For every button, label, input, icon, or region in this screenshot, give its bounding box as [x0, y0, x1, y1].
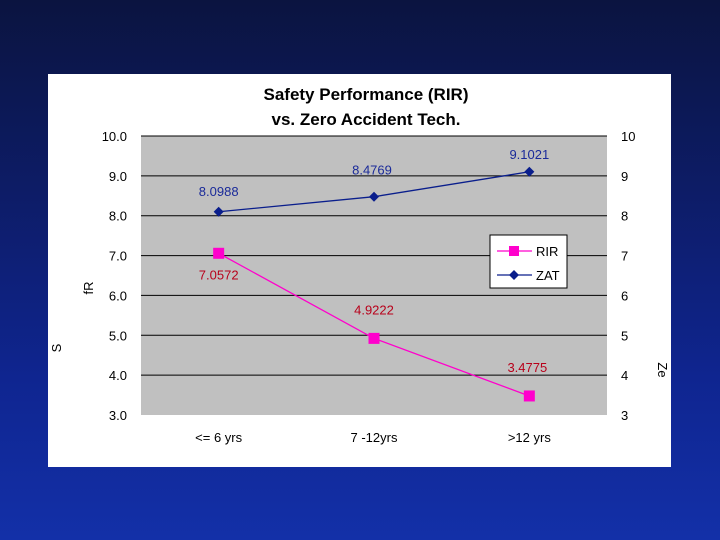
data-point-rir — [368, 332, 380, 344]
y-tick-right: 8 — [621, 209, 628, 224]
y-tick-left: 8.0 — [109, 209, 127, 224]
data-point-zat — [524, 166, 535, 177]
data-label-rir: 7.0572 — [199, 267, 239, 282]
data-label-zat: 8.4769 — [352, 163, 392, 178]
data-label-zat: 8.0988 — [199, 184, 239, 199]
y-tick-right: 7 — [621, 249, 628, 264]
left-axis-label-lower: S — [49, 343, 64, 352]
chart-subtitle: vs. Zero Accident Tech. — [272, 110, 461, 129]
y-tick-left: 4.0 — [109, 368, 127, 383]
legend-rir-label: RIR — [536, 244, 558, 259]
legend-rir-marker — [509, 246, 519, 256]
y-tick-left: 10.0 — [102, 129, 127, 144]
y-tick-left: 5.0 — [109, 328, 127, 343]
y-tick-right: 4 — [621, 368, 628, 383]
x-tick-label: >12 yrs — [508, 430, 551, 445]
data-point-zat — [369, 191, 379, 202]
y-tick-right: 10 — [621, 129, 635, 144]
left-axis-label: fR — [81, 282, 96, 295]
x-axis-ticks: <= 6 yrs 7 -12yrs >12 yrs — [195, 430, 551, 445]
data-label-rir: 3.4775 — [507, 360, 547, 375]
y-tick-right: 3 — [621, 408, 628, 423]
x-tick-label: <= 6 yrs — [195, 430, 242, 445]
chart-card: Safety Performance (RIR) vs. Zero Accide… — [48, 74, 671, 467]
left-axis-ticks: 10.0 9.0 8.0 7.0 6.0 5.0 4.0 3.0 — [102, 129, 127, 423]
data-point-zat — [213, 206, 224, 217]
data-label-rir: 4.9222 — [354, 302, 394, 317]
y-tick-right: 5 — [621, 328, 628, 343]
right-axis-label: Ze — [655, 362, 670, 377]
legend: RIR ZAT — [489, 234, 568, 289]
y-tick-left: 6.0 — [109, 288, 127, 303]
x-tick-label: 7 -12yrs — [351, 430, 398, 445]
legend-zat-marker — [509, 270, 519, 280]
legend-zat-label: ZAT — [536, 268, 560, 283]
data-label-zat: 9.1021 — [509, 147, 549, 162]
data-point-rir — [213, 247, 225, 259]
chart-title: Safety Performance (RIR) — [263, 85, 468, 104]
chart-svg: Safety Performance (RIR) vs. Zero Accide… — [49, 85, 670, 445]
y-tick-left: 9.0 — [109, 169, 127, 184]
legend-box — [489, 234, 568, 289]
series-layer: 7.0572 4.9222 3.4775 8.0988 8.4769 9.1021 — [199, 147, 549, 402]
y-tick-left: 3.0 — [109, 408, 127, 423]
y-tick-right: 9 — [621, 169, 628, 184]
y-tick-left: 7.0 — [109, 249, 127, 264]
data-point-rir — [523, 390, 535, 402]
y-tick-right: 6 — [621, 288, 628, 303]
right-axis-ticks: 10 9 8 7 6 5 4 3 — [621, 129, 635, 423]
